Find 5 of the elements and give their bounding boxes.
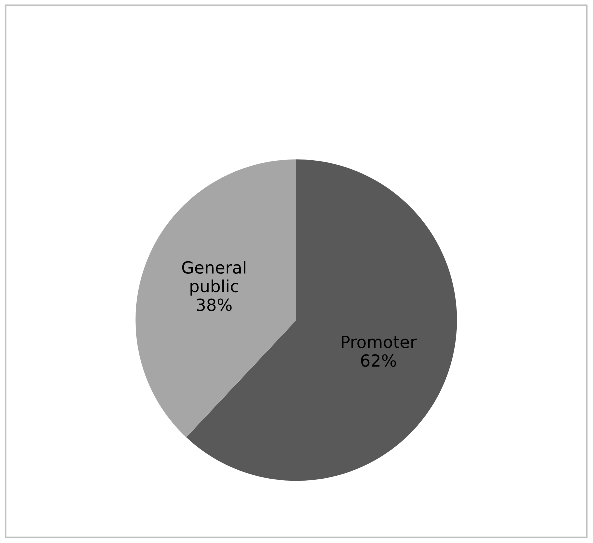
slice-label: Promoter — [342, 336, 417, 348]
data-label: 62% — [361, 354, 396, 368]
data-label: 38% — [197, 298, 232, 312]
slice-label: General public — [182, 261, 246, 296]
pie-slice — [136, 160, 296, 438]
